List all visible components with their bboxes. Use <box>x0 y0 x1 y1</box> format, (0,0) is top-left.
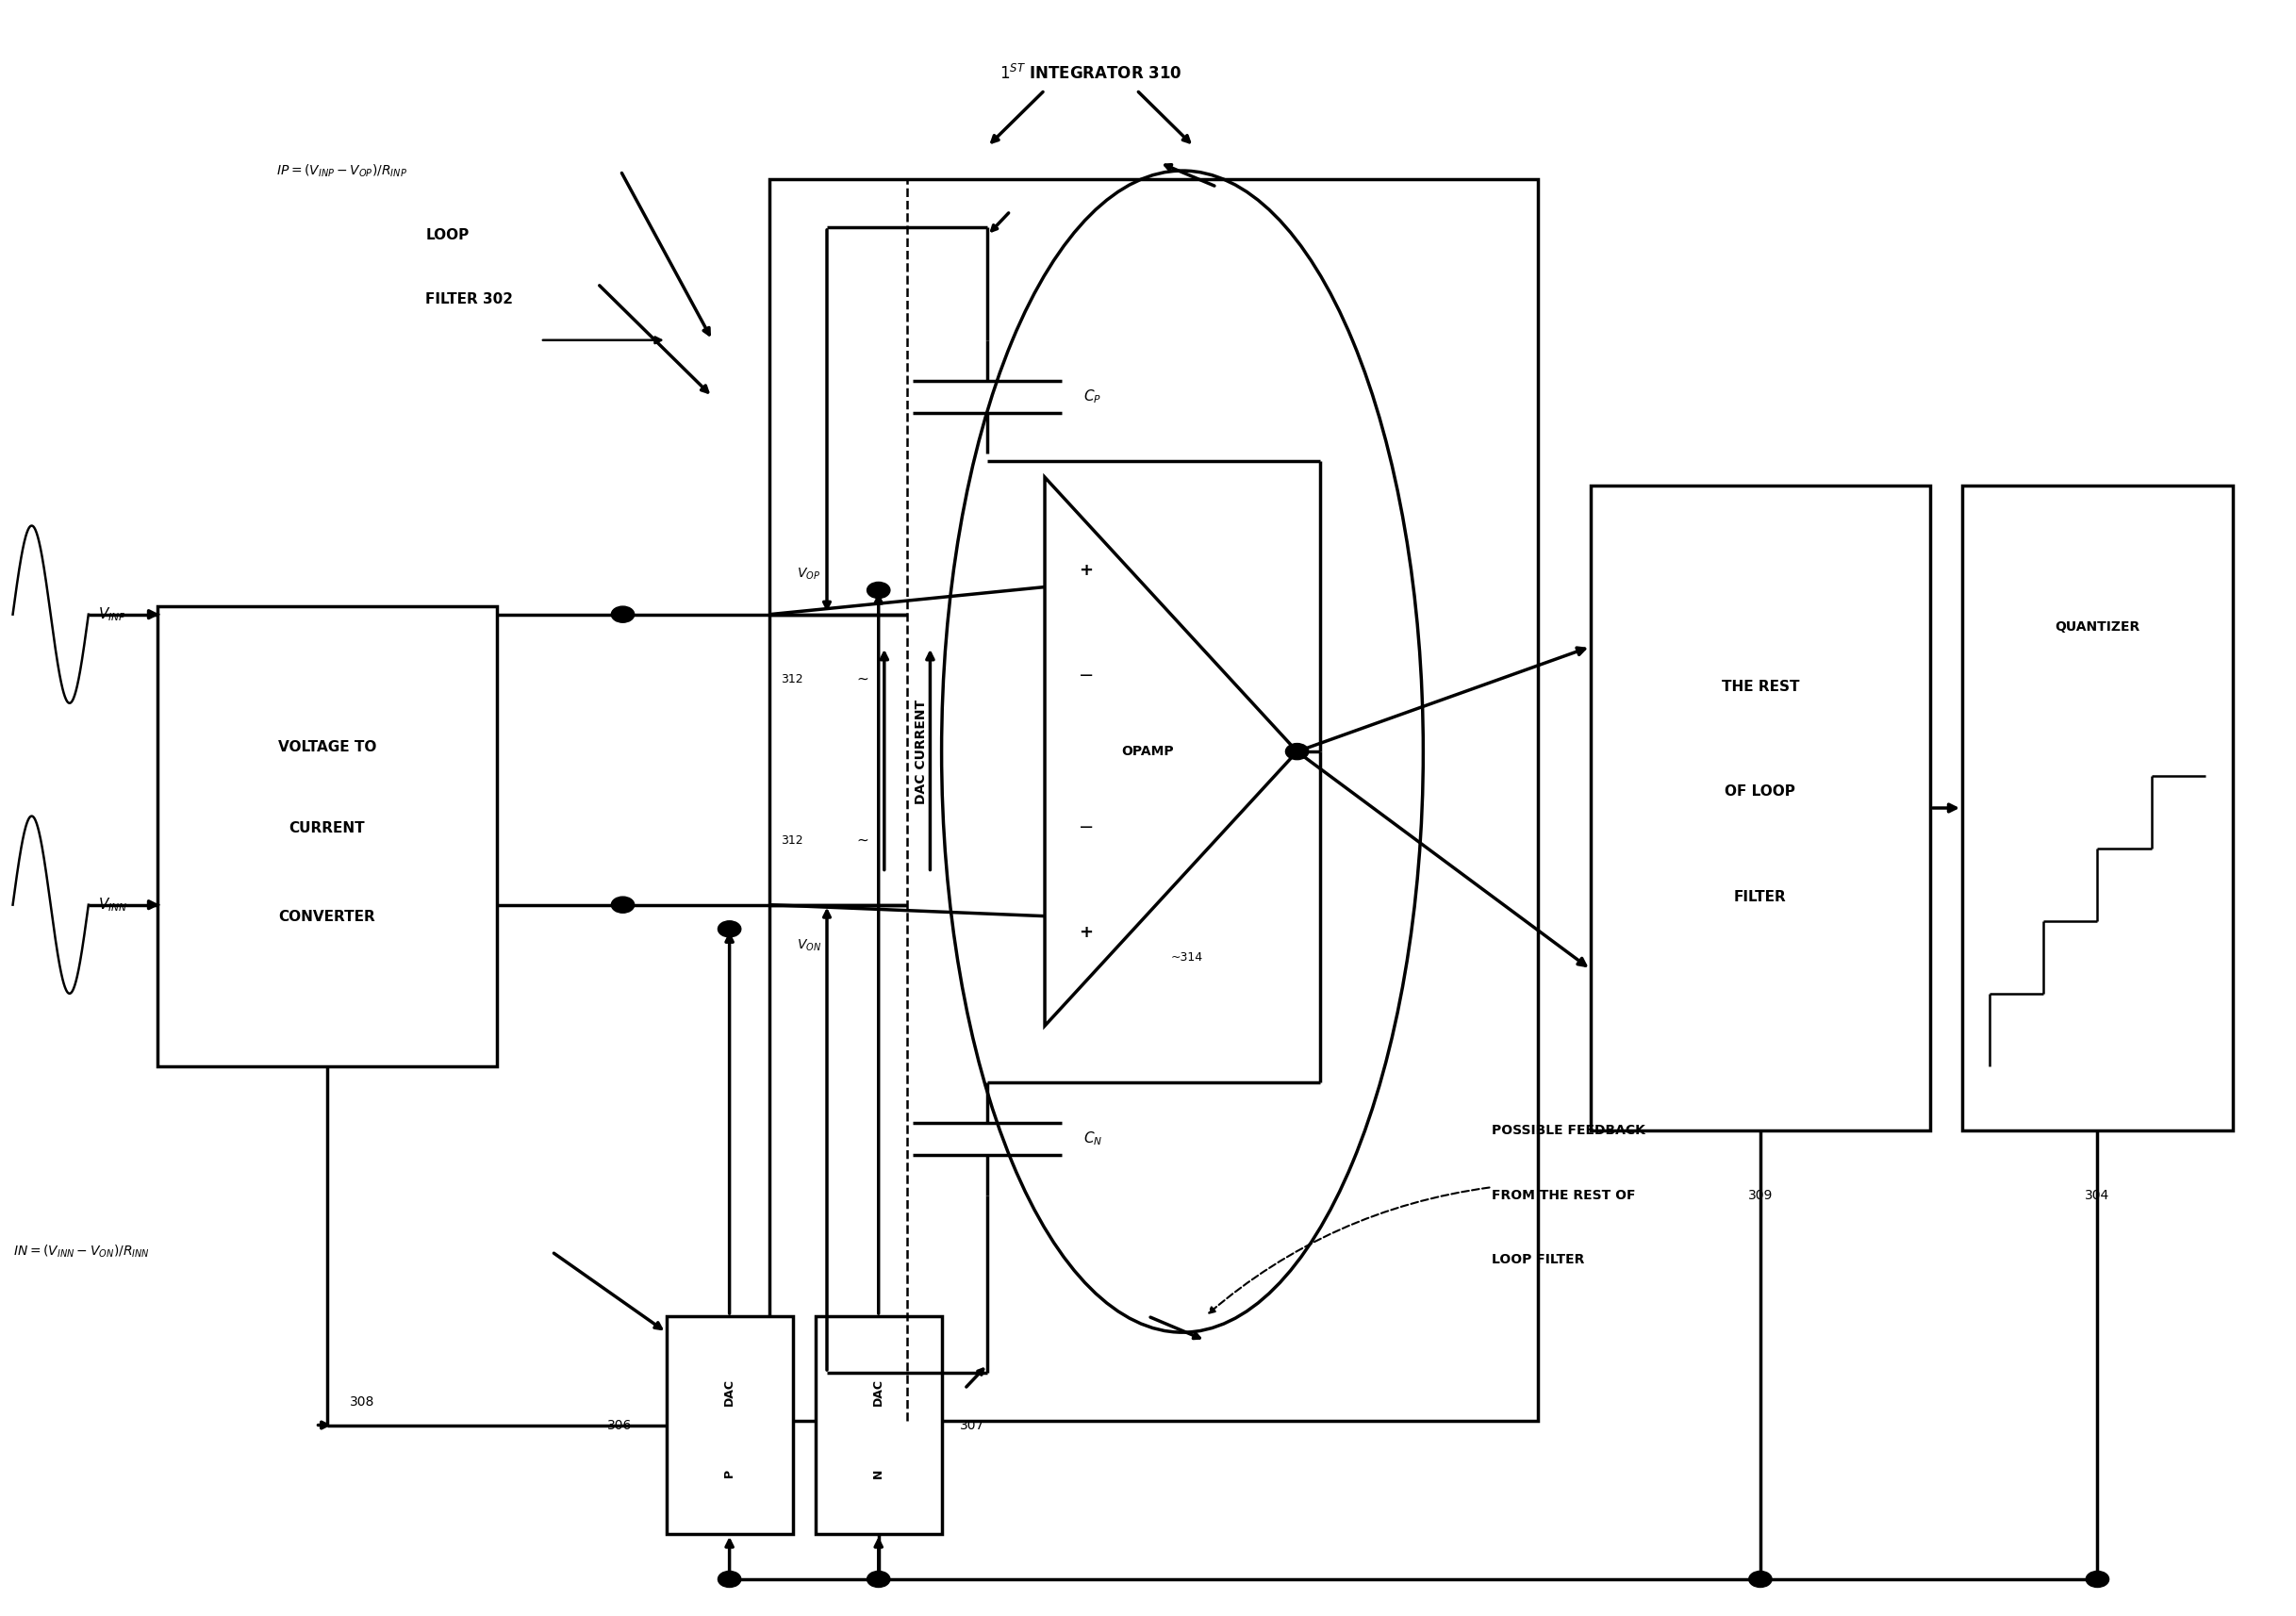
Text: −: − <box>1079 818 1093 837</box>
Bar <box>156 606 496 1067</box>
Text: $V_{INN}$: $V_{INN}$ <box>99 895 126 913</box>
Text: CURRENT: CURRENT <box>289 821 365 835</box>
Text: +: + <box>1079 562 1093 579</box>
Bar <box>1591 485 1931 1131</box>
Text: FILTER 302: FILTER 302 <box>425 292 514 307</box>
Bar <box>769 179 1538 1420</box>
Circle shape <box>611 897 634 913</box>
Text: OF LOOP: OF LOOP <box>1724 785 1795 798</box>
Text: DAC: DAC <box>872 1378 884 1406</box>
Text: ~: ~ <box>856 672 868 687</box>
Text: $IP=(V_{INP}-V_{OP})/R_{INP}$: $IP=(V_{INP}-V_{OP})/R_{INP}$ <box>276 163 406 179</box>
Text: P: P <box>723 1469 735 1477</box>
Text: THE REST: THE REST <box>1722 680 1800 693</box>
Text: LOOP: LOOP <box>425 228 468 242</box>
Text: DAC: DAC <box>723 1378 735 1406</box>
Circle shape <box>611 606 634 622</box>
Text: OPAMP: OPAMP <box>1123 745 1173 758</box>
Text: 308: 308 <box>349 1396 374 1409</box>
Circle shape <box>1286 743 1309 760</box>
Circle shape <box>1750 1571 1773 1587</box>
Circle shape <box>868 1571 891 1587</box>
Text: $C_P$: $C_P$ <box>1084 388 1102 406</box>
Text: 306: 306 <box>606 1419 631 1432</box>
Text: ~314: ~314 <box>1171 952 1203 963</box>
Text: $V_{OP}$: $V_{OP}$ <box>797 566 820 582</box>
Text: −: − <box>1079 667 1093 685</box>
Text: N: N <box>872 1469 884 1479</box>
Text: ~: ~ <box>856 834 868 847</box>
Text: $IN=(V_{INN}-V_{ON})/R_{INN}$: $IN=(V_{INN}-V_{ON})/R_{INN}$ <box>14 1243 149 1260</box>
Text: $V_{INP}$: $V_{INP}$ <box>99 606 126 624</box>
Text: FILTER: FILTER <box>1733 890 1786 903</box>
Circle shape <box>2087 1571 2110 1587</box>
Text: QUANTIZER: QUANTIZER <box>2055 621 2140 633</box>
Text: FROM THE REST OF: FROM THE REST OF <box>1492 1189 1635 1202</box>
Circle shape <box>868 582 891 598</box>
Text: +: + <box>1079 924 1093 941</box>
Text: POSSIBLE FEEDBACK: POSSIBLE FEEDBACK <box>1492 1125 1646 1138</box>
Circle shape <box>719 921 742 937</box>
Text: VOLTAGE TO: VOLTAGE TO <box>278 740 377 755</box>
Text: 312: 312 <box>781 672 804 685</box>
Text: CONVERTER: CONVERTER <box>278 910 377 924</box>
Bar <box>815 1315 941 1534</box>
Text: $1^{ST}$ INTEGRATOR 310: $1^{ST}$ INTEGRATOR 310 <box>999 65 1182 84</box>
Text: 309: 309 <box>1747 1189 1773 1202</box>
Bar <box>666 1315 792 1534</box>
Text: 304: 304 <box>2085 1189 2110 1202</box>
Text: DAC CURRENT: DAC CURRENT <box>914 700 928 803</box>
Text: $C_N$: $C_N$ <box>1084 1130 1102 1147</box>
Text: $V_{ON}$: $V_{ON}$ <box>797 937 822 953</box>
Text: 307: 307 <box>960 1419 985 1432</box>
Text: LOOP FILTER: LOOP FILTER <box>1492 1252 1584 1267</box>
Text: 312: 312 <box>781 834 804 847</box>
Circle shape <box>719 1571 742 1587</box>
Bar <box>1963 485 2232 1131</box>
